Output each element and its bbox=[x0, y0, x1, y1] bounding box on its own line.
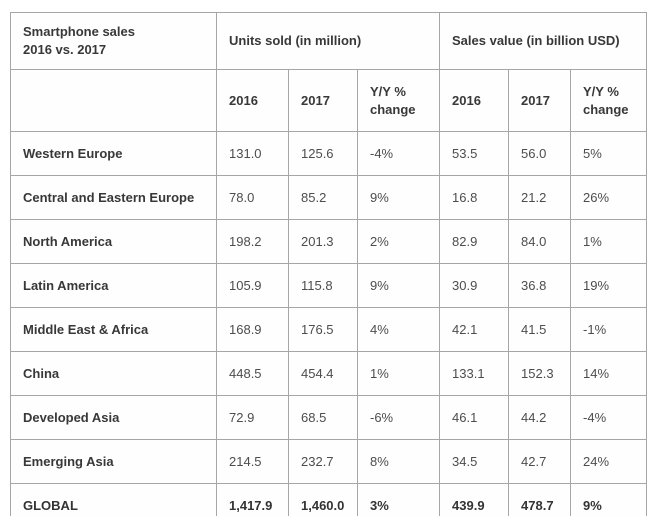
table-row: Central and Eastern Europe 78.0 85.2 9% 16.8… bbox=[10, 175, 648, 220]
value-cell: 1% bbox=[356, 351, 441, 396]
table-row: Emerging Asia 214.5 232.7 8% 34.5 42.7 24% bbox=[10, 439, 648, 484]
group-header-units-sold: Units sold (in million) bbox=[215, 12, 441, 70]
table-row: China 448.5 454.4 1% 133.1 152.3 14% bbox=[10, 351, 648, 396]
value-cell: 16.8 bbox=[439, 175, 510, 220]
subheader-units-yy-change: Y/Y % change bbox=[356, 69, 441, 132]
sub-header-row: 2016 2017 Y/Y % change 2016 2017 Y/Y % c… bbox=[10, 69, 648, 132]
value-cell: 24% bbox=[570, 439, 648, 484]
region-cell: Central and Eastern Europe bbox=[10, 175, 217, 220]
table-row: North America 198.2 201.3 2% 82.9 84.0 1% bbox=[10, 219, 648, 264]
value-cell: 42.7 bbox=[508, 439, 572, 484]
region-cell: Western Europe bbox=[10, 131, 217, 176]
region-cell: GLOBAL bbox=[10, 483, 217, 516]
value-cell: 125.6 bbox=[288, 131, 358, 176]
table-title-line1: Smartphone sales bbox=[23, 24, 135, 40]
table-row: Middle East & Africa 168.9 176.5 4% 42.1 41.5… bbox=[10, 307, 648, 352]
value-cell: 3% bbox=[356, 483, 441, 516]
value-cell: -4% bbox=[356, 131, 441, 176]
table-row: Western Europe 131.0 125.6 -4% 53.5 56.0 5% bbox=[10, 131, 648, 176]
value-cell: -1% bbox=[570, 307, 648, 352]
table-body: Western Europe 131.0 125.6 -4% 53.5 56.0 5% Cen… bbox=[10, 131, 648, 516]
subheader-sales-yy-change: Y/Y % change bbox=[570, 69, 648, 132]
empty-header-cell bbox=[10, 69, 217, 132]
value-cell: 56.0 bbox=[508, 131, 572, 176]
value-cell: 1,460.0 bbox=[288, 483, 358, 516]
table-title-cell: Smartphone sales 2016 vs. 2017 bbox=[10, 12, 217, 70]
region-cell: Emerging Asia bbox=[10, 439, 217, 484]
value-cell: 41.5 bbox=[508, 307, 572, 352]
value-cell: -6% bbox=[356, 395, 441, 440]
value-cell: 14% bbox=[570, 351, 648, 396]
value-cell: 85.2 bbox=[288, 175, 358, 220]
region-cell: China bbox=[10, 351, 217, 396]
table-row: GLOBAL 1,417.9 1,460.0 3% 439.9 478.7 9% bbox=[10, 483, 648, 516]
value-cell: 9% bbox=[356, 263, 441, 308]
value-cell: 5% bbox=[570, 131, 648, 176]
value-cell: 115.8 bbox=[288, 263, 358, 308]
value-cell: 72.9 bbox=[216, 395, 289, 440]
region-cell: Middle East & Africa bbox=[10, 307, 217, 352]
value-cell: 84.0 bbox=[508, 219, 572, 264]
value-cell: 168.9 bbox=[216, 307, 289, 352]
subheader-sales-2016: 2016 bbox=[439, 69, 510, 132]
value-cell: 478.7 bbox=[508, 483, 572, 516]
value-cell: 152.3 bbox=[508, 351, 572, 396]
value-cell: 42.1 bbox=[439, 307, 510, 352]
region-cell: Latin America bbox=[10, 263, 217, 308]
value-cell: 21.2 bbox=[508, 175, 572, 220]
table-title-line2: 2016 vs. 2017 bbox=[23, 42, 107, 57]
value-cell: 2% bbox=[356, 219, 441, 264]
value-cell: 19% bbox=[570, 263, 648, 308]
table-row: Latin America 105.9 115.8 9% 30.9 36.8 19% bbox=[10, 263, 648, 308]
value-cell: 1% bbox=[570, 219, 648, 264]
value-cell: 454.4 bbox=[288, 351, 358, 396]
region-cell: Developed Asia bbox=[10, 395, 217, 440]
value-cell: 82.9 bbox=[439, 219, 510, 264]
value-cell: 1,417.9 bbox=[216, 483, 289, 516]
table-header: Smartphone sales 2016 vs. 2017 Units sol… bbox=[10, 12, 648, 132]
value-cell: 9% bbox=[570, 483, 648, 516]
value-cell: 9% bbox=[356, 175, 441, 220]
value-cell: 214.5 bbox=[216, 439, 289, 484]
value-cell: 8% bbox=[356, 439, 441, 484]
value-cell: 176.5 bbox=[288, 307, 358, 352]
value-cell: 44.2 bbox=[508, 395, 572, 440]
value-cell: 201.3 bbox=[288, 219, 358, 264]
smartphone-sales-table: Smartphone sales 2016 vs. 2017 Units sol… bbox=[10, 12, 648, 516]
value-cell: 26% bbox=[570, 175, 648, 220]
value-cell: 232.7 bbox=[288, 439, 358, 484]
subheader-sales-2017: 2017 bbox=[508, 69, 572, 132]
value-cell: 53.5 bbox=[439, 131, 510, 176]
value-cell: 4% bbox=[356, 307, 441, 352]
value-cell: 68.5 bbox=[288, 395, 358, 440]
subheader-units-2017: 2017 bbox=[288, 69, 358, 132]
value-cell: 198.2 bbox=[216, 219, 289, 264]
value-cell: 34.5 bbox=[439, 439, 510, 484]
table-row: Developed Asia 72.9 68.5 -6% 46.1 44.2 -4% bbox=[10, 395, 648, 440]
subheader-units-2016: 2016 bbox=[216, 69, 289, 132]
value-cell: -4% bbox=[570, 395, 648, 440]
value-cell: 36.8 bbox=[508, 263, 572, 308]
value-cell: 448.5 bbox=[216, 351, 289, 396]
group-header-sales-value: Sales value (in billion USD) bbox=[439, 12, 648, 70]
value-cell: 133.1 bbox=[439, 351, 510, 396]
group-header-row: Smartphone sales 2016 vs. 2017 Units sol… bbox=[10, 12, 648, 70]
region-cell: North America bbox=[10, 219, 217, 264]
value-cell: 30.9 bbox=[439, 263, 510, 308]
value-cell: 439.9 bbox=[439, 483, 510, 516]
value-cell: 131.0 bbox=[216, 131, 289, 176]
value-cell: 105.9 bbox=[216, 263, 289, 308]
value-cell: 46.1 bbox=[439, 395, 510, 440]
value-cell: 78.0 bbox=[216, 175, 289, 220]
